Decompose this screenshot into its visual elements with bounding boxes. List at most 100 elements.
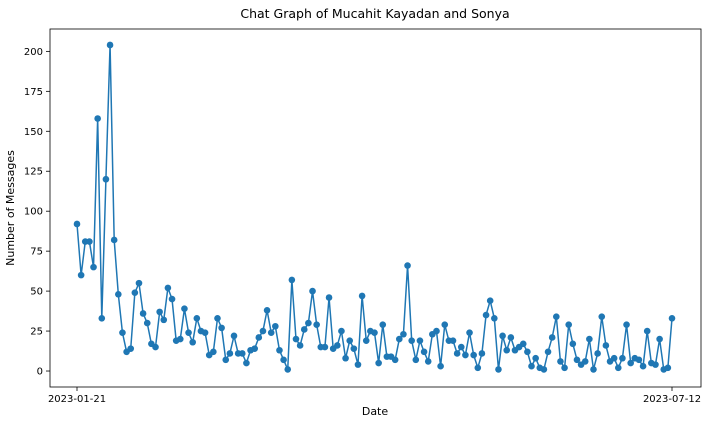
data-point — [561, 364, 568, 372]
data-point — [586, 335, 593, 343]
y-tick-label: 25 — [30, 327, 43, 338]
data-point — [164, 284, 172, 292]
data-point — [548, 334, 556, 341]
data-point — [214, 314, 221, 322]
data-point — [354, 361, 362, 368]
data-point — [466, 329, 473, 336]
data-point — [346, 337, 354, 344]
y-tick-label: 100 — [24, 207, 43, 218]
data-point — [528, 362, 535, 370]
data-point — [643, 327, 651, 335]
data-point — [433, 327, 440, 335]
data-point — [573, 356, 581, 364]
data-point — [462, 351, 469, 359]
data-point — [499, 332, 506, 340]
data-point — [305, 319, 312, 327]
data-point — [77, 271, 85, 279]
data-point — [350, 345, 358, 352]
data-point — [334, 342, 341, 349]
data-point — [491, 314, 498, 322]
data-point — [395, 335, 403, 343]
data-point — [98, 314, 106, 322]
data-point — [168, 295, 176, 303]
data-point — [598, 313, 606, 320]
data-point — [639, 362, 647, 370]
data-point — [210, 348, 217, 356]
y-tick-label: 125 — [24, 167, 43, 178]
x-axis-label: Date — [362, 405, 389, 418]
data-point — [131, 289, 139, 297]
data-point — [478, 350, 486, 357]
data-point — [106, 41, 114, 49]
data-point — [457, 343, 465, 351]
data-point — [342, 354, 349, 362]
x-tick-label: 2023-01-21 — [48, 394, 106, 405]
data-point — [139, 310, 147, 317]
data-point — [156, 308, 163, 316]
y-axis: 0 25 50 75 100 125 150 175 200 — [24, 47, 50, 378]
data-point — [507, 334, 515, 341]
data-point — [375, 359, 382, 367]
data-point — [371, 329, 378, 336]
data-point — [482, 311, 490, 319]
data-point — [176, 335, 184, 343]
y-axis-label: Number of Messages — [4, 150, 17, 266]
data-point — [619, 354, 626, 362]
data-point — [127, 345, 135, 352]
data-point — [441, 321, 449, 328]
data-point — [416, 337, 424, 344]
data-point — [309, 287, 316, 295]
data-point — [218, 324, 225, 332]
data-point — [614, 364, 622, 372]
data-point — [623, 321, 630, 328]
x-axis: 2023-01-21 2023-07-12 — [48, 387, 701, 405]
data-point — [296, 342, 304, 349]
data-point — [272, 322, 279, 330]
y-tick-label: 200 — [24, 47, 43, 58]
data-point — [86, 238, 93, 245]
data-point — [193, 314, 201, 322]
data-point — [581, 358, 589, 365]
data-point — [288, 276, 296, 284]
data-point — [565, 321, 573, 328]
data-point — [358, 292, 366, 300]
data-point — [73, 220, 81, 228]
y-tick-label: 150 — [24, 127, 43, 138]
data-point — [532, 354, 539, 362]
y-tick-label: 75 — [30, 247, 43, 258]
data-point — [408, 337, 415, 344]
data-point — [602, 342, 610, 349]
y-tick-label: 175 — [24, 87, 43, 98]
data-point — [300, 326, 308, 333]
data-point — [189, 338, 196, 346]
data-point — [267, 329, 275, 336]
data-point — [110, 236, 118, 244]
data-point — [201, 329, 209, 336]
data-point — [230, 332, 238, 340]
data-point — [437, 362, 444, 370]
data-point — [94, 115, 101, 122]
data-point — [449, 337, 457, 344]
data-point — [664, 364, 672, 372]
data-point — [135, 279, 143, 287]
y-tick-label: 50 — [30, 287, 43, 298]
data-point — [668, 314, 676, 322]
data-point — [610, 354, 618, 362]
data-point — [181, 305, 188, 312]
data-point — [540, 366, 548, 373]
chart-title: Chat Graph of Mucahit Kayadan and Sonya — [240, 6, 509, 21]
data-point — [486, 297, 494, 304]
data-point — [412, 356, 420, 364]
data-point — [292, 335, 300, 343]
data-point — [404, 262, 411, 269]
data-point — [424, 358, 432, 365]
data-point — [627, 359, 634, 367]
data-point — [594, 350, 601, 357]
data-point — [276, 346, 283, 354]
data-point — [362, 337, 370, 344]
series-layer — [73, 41, 676, 373]
data-point — [338, 327, 345, 335]
data-point — [185, 329, 192, 336]
data-point — [251, 345, 258, 352]
